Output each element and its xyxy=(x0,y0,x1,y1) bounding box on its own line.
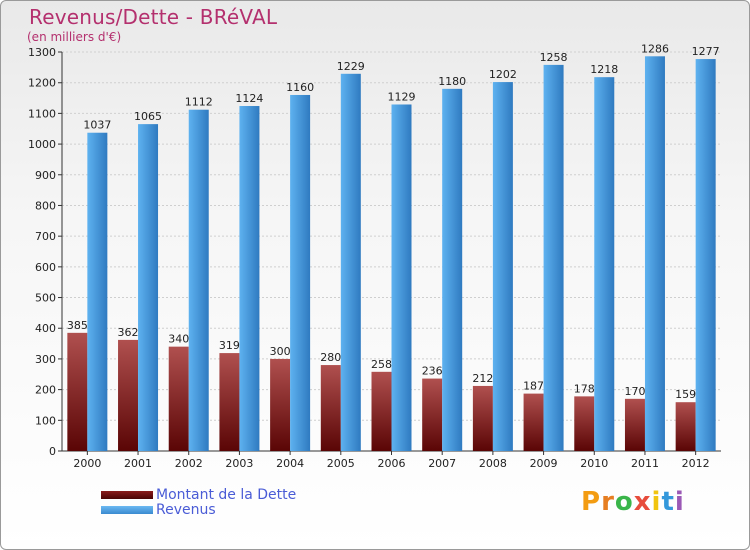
legend-swatch-dette xyxy=(101,490,153,499)
y-tick-label: 200 xyxy=(35,384,56,397)
bar-revenus xyxy=(695,59,716,451)
data-label-revenus: 1258 xyxy=(540,51,568,64)
data-label-dette: 258 xyxy=(371,358,392,371)
logo-letter: o xyxy=(614,487,634,517)
x-tick-label: 2005 xyxy=(327,457,355,470)
legend: Montant de la Dette Revenus xyxy=(101,486,297,518)
bar-dette xyxy=(67,332,88,451)
data-label-dette: 340 xyxy=(168,333,189,346)
bar-revenus xyxy=(138,124,159,451)
data-label-dette: 170 xyxy=(624,385,645,398)
bar-dette xyxy=(270,358,291,451)
data-label-dette: 319 xyxy=(219,339,240,352)
logo-letter: i xyxy=(674,487,685,517)
bar-dette xyxy=(168,346,189,451)
bar-revenus xyxy=(442,88,463,451)
data-label-dette: 385 xyxy=(67,319,88,332)
bar-revenus xyxy=(290,94,311,451)
bar-revenus xyxy=(492,82,513,451)
logo-letter: r xyxy=(601,487,615,517)
bar-dette xyxy=(219,353,240,451)
data-label-dette: 159 xyxy=(675,388,696,401)
data-label-revenus: 1160 xyxy=(286,81,314,94)
bar-dette xyxy=(371,371,392,451)
logo-letter: P xyxy=(581,487,602,517)
x-tick-label: 2011 xyxy=(631,457,659,470)
x-tick-label: 2004 xyxy=(276,457,304,470)
bar-revenus xyxy=(239,106,260,451)
data-label-revenus: 1229 xyxy=(337,60,365,73)
data-label-dette: 280 xyxy=(320,351,341,364)
bar-dette xyxy=(118,339,139,451)
data-label-dette: 178 xyxy=(574,382,595,395)
data-label-revenus: 1218 xyxy=(590,63,618,76)
y-tick-label: 800 xyxy=(35,199,56,212)
logo-letter: t xyxy=(661,487,675,517)
y-tick-label: 300 xyxy=(35,353,56,366)
x-tick-label: 2012 xyxy=(682,457,710,470)
logo-letter: i xyxy=(651,487,662,517)
legend-swatch-revenus xyxy=(101,505,153,514)
y-tick-label: 100 xyxy=(35,414,56,427)
y-tick-label: 500 xyxy=(35,292,56,305)
legend-label-dette: Montant de la Dette xyxy=(156,486,297,503)
y-tick-label: 600 xyxy=(35,261,56,274)
bar-revenus xyxy=(391,104,412,451)
bar-dette xyxy=(675,402,696,451)
legend-label-revenus: Revenus xyxy=(156,501,216,518)
y-tick-label: 1300 xyxy=(28,46,56,59)
data-label-revenus: 1286 xyxy=(641,42,669,55)
data-label-revenus: 1180 xyxy=(438,75,466,88)
data-label-revenus: 1112 xyxy=(185,96,213,109)
y-tick-label: 0 xyxy=(49,445,56,458)
bar-revenus xyxy=(594,77,615,451)
chart-title: Revenus/Dette - BRéVAL xyxy=(29,5,278,29)
bar-dette xyxy=(320,365,341,451)
data-label-revenus: 1202 xyxy=(489,68,517,81)
bar-revenus xyxy=(543,64,564,451)
data-label-dette: 362 xyxy=(118,326,139,339)
chart-subtitle: (en milliers d'€) xyxy=(27,30,122,44)
legend-item-revenus: Revenus xyxy=(101,501,296,518)
x-tick-label: 2006 xyxy=(378,457,406,470)
data-label-revenus: 1037 xyxy=(83,119,111,132)
bar-dette xyxy=(574,396,595,451)
x-tick-label: 2000 xyxy=(73,457,101,470)
y-tick-label: 400 xyxy=(35,322,56,335)
proxiti-logo: Proxiti xyxy=(581,487,685,517)
bar-revenus xyxy=(87,132,108,451)
data-label-dette: 187 xyxy=(523,380,544,393)
data-label-revenus: 1124 xyxy=(235,92,263,105)
x-tick-label: 2001 xyxy=(124,457,152,470)
logo-letter: x xyxy=(633,487,652,517)
y-tick-label: 900 xyxy=(35,169,56,182)
y-tick-label: 1200 xyxy=(28,77,56,90)
data-label-revenus: 1065 xyxy=(134,110,162,123)
x-tick-label: 2010 xyxy=(580,457,608,470)
legend-item-dette: Montant de la Dette xyxy=(101,486,297,503)
bar-dette xyxy=(422,378,443,451)
y-tick-label: 1100 xyxy=(28,107,56,120)
bar-dette xyxy=(624,398,645,451)
data-label-revenus: 1277 xyxy=(692,45,720,58)
data-label-dette: 212 xyxy=(472,372,493,385)
y-tick-label: 700 xyxy=(35,230,56,243)
data-label-dette: 236 xyxy=(422,365,443,378)
x-tick-label: 2008 xyxy=(479,457,507,470)
bar-dette xyxy=(472,385,493,451)
data-label-dette: 300 xyxy=(270,345,291,358)
bar-dette xyxy=(523,393,544,451)
x-tick-label: 2007 xyxy=(428,457,456,470)
bar-revenus xyxy=(188,109,209,451)
bar-revenus xyxy=(340,73,361,452)
x-tick-label: 2002 xyxy=(175,457,203,470)
data-label-revenus: 1129 xyxy=(388,90,416,103)
bar-revenus xyxy=(644,56,665,451)
y-tick-label: 1000 xyxy=(28,138,56,151)
x-tick-label: 2003 xyxy=(225,457,253,470)
x-tick-label: 2009 xyxy=(530,457,558,470)
